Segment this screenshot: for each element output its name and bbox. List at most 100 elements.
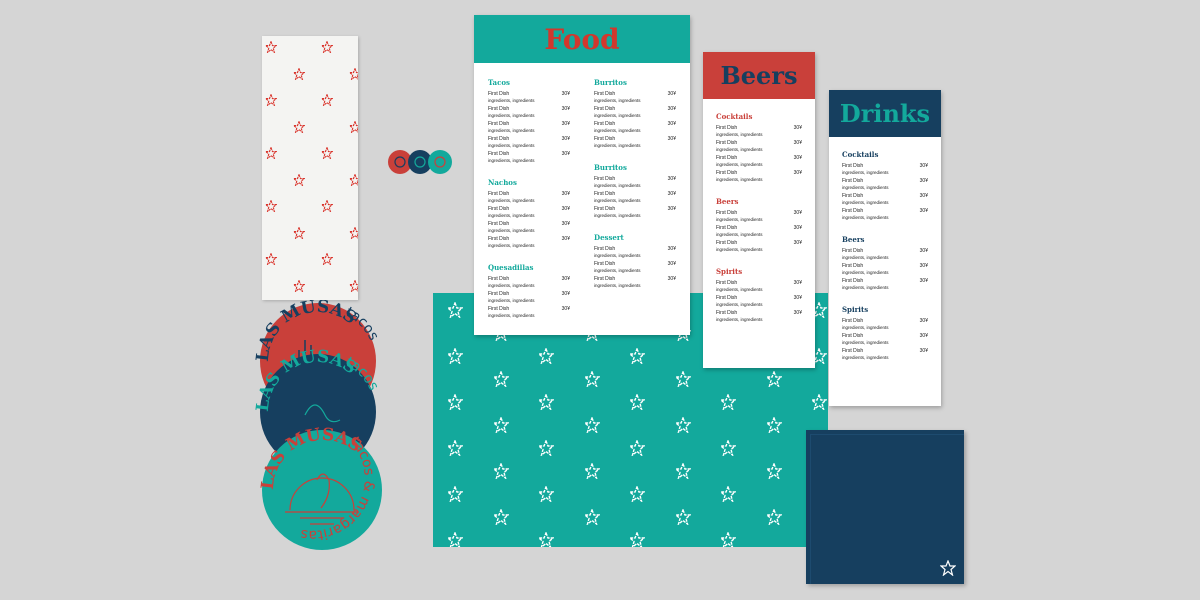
menu-title: Beers <box>703 52 815 99</box>
item-name: First Dish <box>488 236 510 242</box>
item-name: First Dish <box>716 170 738 176</box>
star-outline-icon <box>674 371 691 387</box>
item-ingredients: ingredients, ingredients <box>488 242 535 248</box>
menu-item: First Dish ingredients, ingredients 30¥ <box>716 240 802 253</box>
item-ingredients: ingredients, ingredients <box>842 324 889 330</box>
item-ingredients: ingredients, ingredients <box>594 252 641 258</box>
star-outline-icon <box>293 226 305 239</box>
menu-item: First Dish ingredients, ingredients 30¥ <box>842 348 928 361</box>
menu-section: Nachos First Dish ingredients, ingredients… <box>488 178 570 249</box>
item-ingredients: ingredients, ingredients <box>594 282 641 288</box>
menu-item: First Dish ingredients, ingredients 30¥ <box>716 210 802 223</box>
section-title: Burritos <box>594 163 627 172</box>
item-name: First Dish <box>594 106 616 112</box>
menu-item: First Dish ingredients, ingredients 30¥ <box>488 91 570 104</box>
menu-item: First Dish ingredients, ingredients 30¥ <box>488 236 570 249</box>
item-text: First Dish ingredients, ingredients <box>594 136 641 149</box>
item-price: 30¥ <box>561 221 570 227</box>
item-price: 30¥ <box>793 310 802 316</box>
item-price: 30¥ <box>561 151 570 157</box>
section-title: Quesadillas <box>488 263 534 272</box>
star-outline-icon <box>349 279 358 292</box>
muse-illustration <box>304 404 341 423</box>
menu-item: First Dish ingredients, ingredients 30¥ <box>594 106 676 119</box>
item-name: First Dish <box>842 248 864 254</box>
item-price: 30¥ <box>793 225 802 231</box>
food-menu: Food Tacos First Dish ingredients, ingredi… <box>474 15 690 335</box>
item-ingredients: ingredients, ingredients <box>488 212 535 218</box>
item-name: First Dish <box>594 176 616 182</box>
item-name: First Dish <box>488 121 510 127</box>
star-outline-icon <box>447 532 463 547</box>
item-name: First Dish <box>842 348 864 354</box>
item-text: First Dish ingredients, ingredients <box>716 125 763 138</box>
item-text: First Dish ingredients, ingredients <box>488 206 535 219</box>
item-price: 30¥ <box>667 276 676 282</box>
item-text: First Dish ingredients, ingredients <box>488 221 535 234</box>
item-text: First Dish ingredients, ingredients <box>716 240 763 253</box>
item-text: First Dish ingredients, ingredients <box>716 170 763 183</box>
star-outline-icon <box>765 417 782 433</box>
menu-section: Tacos First Dish ingredients, ingredients 3… <box>488 78 570 164</box>
star-outline-icon <box>492 463 509 479</box>
menu-section: Spirits First Dish ingredients, ingredient… <box>842 305 928 361</box>
menu-title: Food <box>474 15 690 63</box>
menu-item: First Dish ingredients, ingredients 30¥ <box>488 221 570 234</box>
item-name: First Dish <box>842 318 864 324</box>
item-price: 30¥ <box>561 206 570 212</box>
star-outline-icon <box>674 509 691 525</box>
item-ingredients: ingredients, ingredients <box>488 197 535 203</box>
star-outline-icon <box>538 348 554 364</box>
beers-menu: Beers Cocktails First Dish ingredients, in… <box>703 52 815 368</box>
menu-item: First Dish ingredients, ingredients 30¥ <box>488 276 570 289</box>
muse-illustration <box>285 473 359 525</box>
star-outline-icon <box>720 486 736 502</box>
star-outline-icon <box>265 200 277 212</box>
item-price: 30¥ <box>919 263 928 269</box>
star-outline-icon <box>265 41 277 53</box>
item-ingredients: ingredients, ingredients <box>716 301 763 307</box>
menu-item: First Dish ingredients, ingredients 30¥ <box>716 225 802 238</box>
item-text: First Dish ingredients, ingredients <box>594 176 641 189</box>
star-outline-icon <box>629 532 645 547</box>
item-price: 30¥ <box>667 91 676 97</box>
napkin <box>806 430 964 584</box>
item-ingredients: ingredients, ingredients <box>594 197 641 203</box>
star-outline-icon <box>265 147 277 159</box>
menu-section: Cocktails First Dish ingredients, ingredie… <box>716 112 802 183</box>
star-outline-icon <box>349 120 358 133</box>
star-outline-icon <box>811 394 827 410</box>
item-name: First Dish <box>842 208 864 214</box>
menu-section: Dessert First Dish ingredients, ingredient… <box>594 233 676 289</box>
item-text: First Dish ingredients, ingredients <box>488 121 535 134</box>
item-name: First Dish <box>716 155 738 161</box>
menu-item: First Dish ingredients, ingredients 30¥ <box>594 91 676 104</box>
star-outline-icon <box>629 348 645 364</box>
item-price: 30¥ <box>919 163 928 169</box>
menu-item: First Dish ingredients, ingredients 30¥ <box>842 163 928 176</box>
item-price: 30¥ <box>793 240 802 246</box>
item-ingredients: ingredients, ingredients <box>594 112 641 118</box>
menu-item: First Dish ingredients, ingredients 30¥ <box>488 136 570 149</box>
section-title: Nachos <box>488 178 517 187</box>
menu-item: First Dish ingredients, ingredients 30¥ <box>594 191 676 204</box>
menu-column: Burritos First Dish ingredients, ingredien… <box>594 78 676 303</box>
item-ingredients: ingredients, ingredients <box>488 127 535 133</box>
item-text: First Dish ingredients, ingredients <box>716 310 763 323</box>
item-text: First Dish ingredients, ingredients <box>716 225 763 238</box>
star-outline-icon <box>265 253 277 265</box>
menu-item: First Dish ingredients, ingredients 30¥ <box>594 261 676 274</box>
item-name: First Dish <box>488 151 510 157</box>
star-outline-icon <box>674 463 691 479</box>
item-price: 30¥ <box>561 121 570 127</box>
star-outline-icon <box>321 200 333 212</box>
item-price: 30¥ <box>919 178 928 184</box>
item-price: 30¥ <box>919 193 928 199</box>
item-name: First Dish <box>716 240 738 246</box>
menu-item: First Dish ingredients, ingredients 30¥ <box>716 140 802 153</box>
item-price: 30¥ <box>667 206 676 212</box>
item-price: 30¥ <box>667 106 676 112</box>
paper-bag-star-pattern <box>262 36 358 300</box>
item-text: First Dish ingredients, ingredients <box>594 91 641 104</box>
menu-column: Cocktails First Dish ingredients, ingredie… <box>842 150 928 375</box>
